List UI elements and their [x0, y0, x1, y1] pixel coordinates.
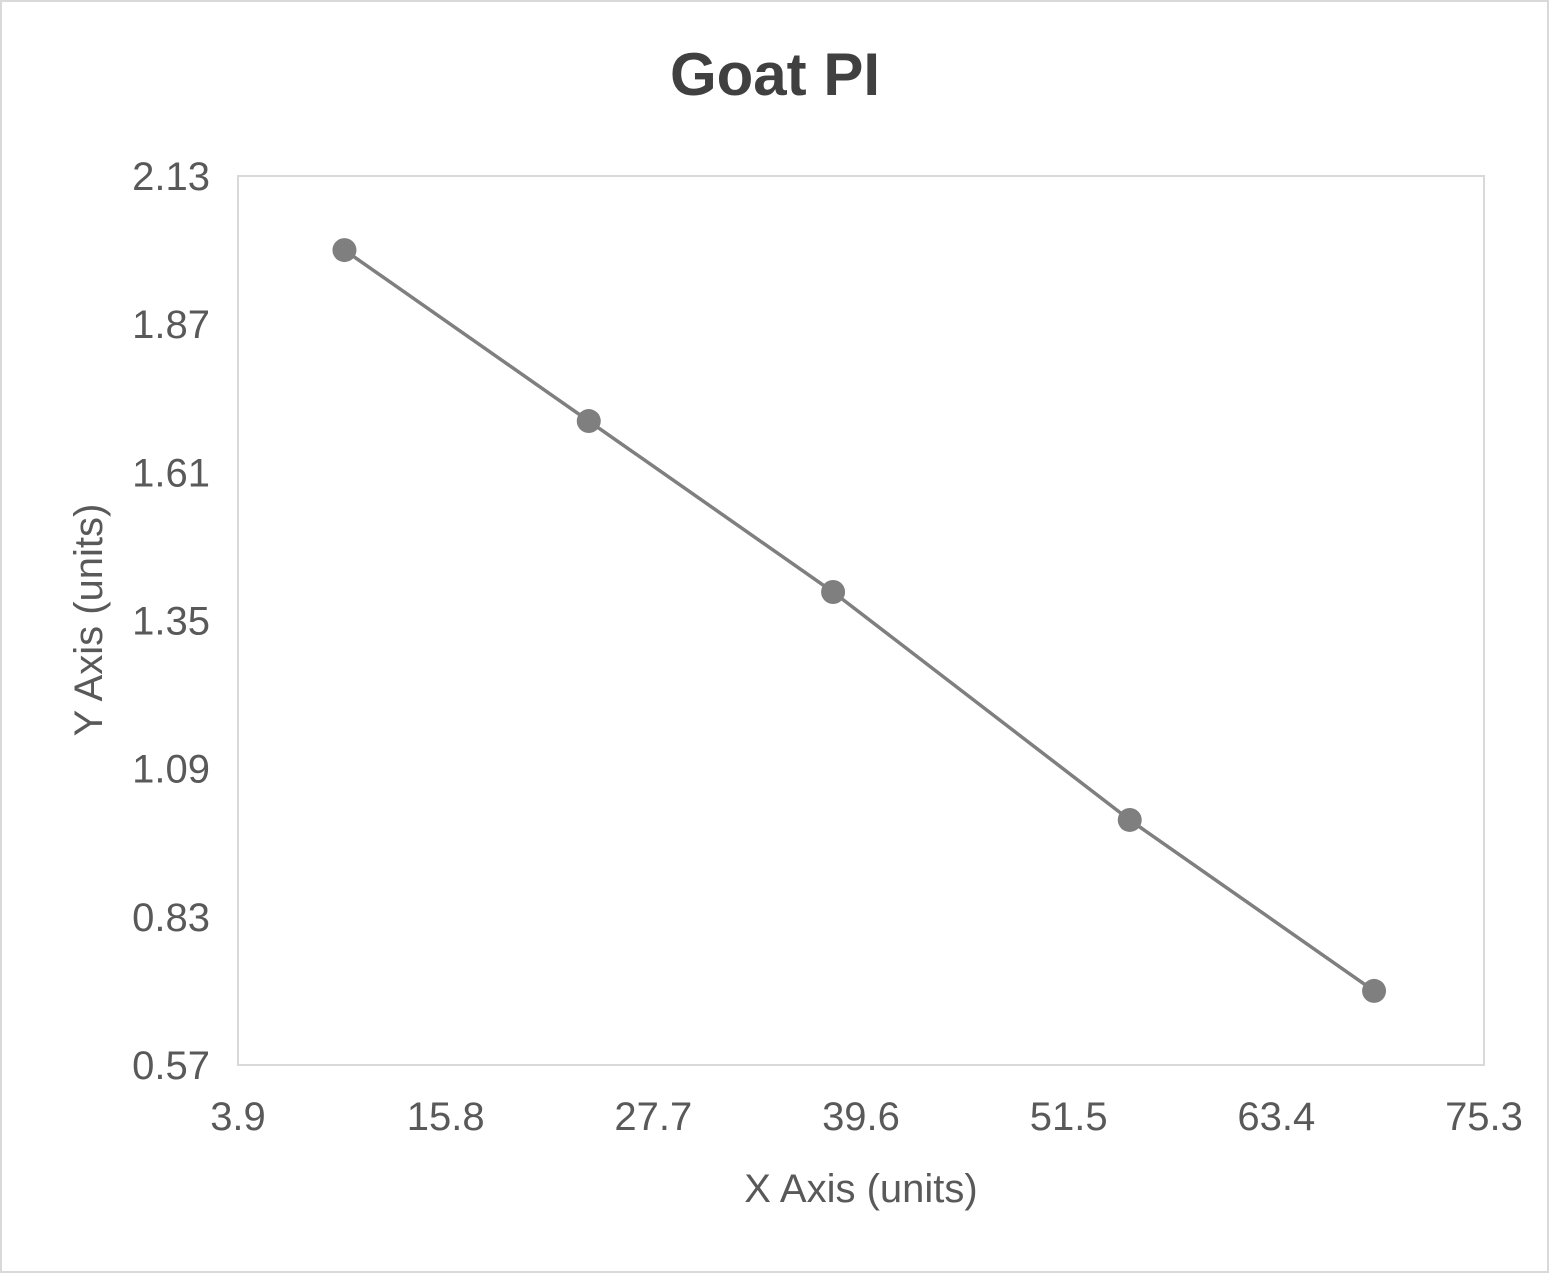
- data-point: [1362, 978, 1387, 1003]
- y-tick-label: 1.87: [132, 303, 210, 347]
- y-tick-label: 2.13: [132, 155, 210, 199]
- y-axis-ticks: 0.57 0.83 1.09 1.35 1.61 1.87 2.13: [132, 155, 210, 1088]
- y-tick-label: 0.83: [132, 896, 210, 940]
- data-point: [332, 238, 357, 263]
- x-tick-label: 39.6: [822, 1095, 900, 1139]
- y-axis-label: Y Axis (units): [67, 504, 111, 737]
- x-axis-ticks: 3.9 15.8 27.7 39.6 51.5 63.4 75.3: [210, 1095, 1523, 1139]
- data-point: [821, 580, 846, 605]
- series: [332, 238, 1387, 1003]
- x-tick-label: 3.9: [210, 1095, 266, 1139]
- x-tick-label: 75.3: [1445, 1095, 1523, 1139]
- data-point: [576, 409, 601, 434]
- data-point: [1117, 807, 1142, 832]
- y-tick-label: 0.57: [132, 1044, 210, 1088]
- chart-title: Goat PI: [670, 41, 880, 108]
- y-tick-label: 1.09: [132, 748, 210, 792]
- y-tick-label: 1.35: [132, 600, 210, 644]
- x-axis-label: X Axis (units): [744, 1167, 977, 1211]
- y-tick-label: 1.61: [132, 451, 210, 495]
- x-tick-label: 63.4: [1237, 1095, 1315, 1139]
- x-tick-label: 15.8: [407, 1095, 485, 1139]
- plot-area: [237, 175, 1485, 1066]
- x-tick-label: 27.7: [614, 1095, 692, 1139]
- x-tick-label: 51.5: [1030, 1095, 1108, 1139]
